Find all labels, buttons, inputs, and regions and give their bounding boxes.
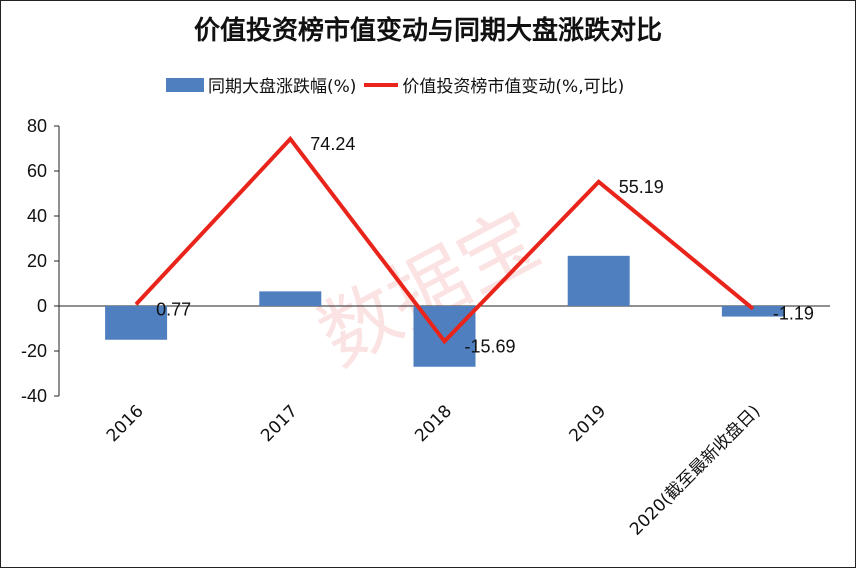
line-point-0 bbox=[135, 303, 137, 305]
legend-line-label: 价值投资榜市值变动(%,可比) bbox=[402, 77, 625, 97]
line-point-4 bbox=[752, 308, 754, 310]
bar-1 bbox=[259, 291, 322, 306]
line-point-3 bbox=[598, 181, 600, 183]
data-label-2: -15.69 bbox=[465, 336, 516, 356]
x-category-label: 2016 bbox=[103, 401, 148, 446]
y-tick-label: -20 bbox=[21, 341, 47, 361]
x-category-label: 2017 bbox=[257, 401, 302, 446]
x-category-label: 2018 bbox=[411, 401, 456, 446]
data-label-3: 55.19 bbox=[619, 177, 664, 197]
x-category-label: 2020(截至最新收盘日) bbox=[626, 401, 764, 539]
y-tick-label: 0 bbox=[37, 296, 47, 316]
data-label-4: -1.19 bbox=[773, 304, 814, 324]
y-tick-label: -40 bbox=[21, 386, 47, 406]
line-point-2 bbox=[444, 340, 445, 342]
legend-bar-swatch bbox=[166, 77, 204, 92]
bar-4 bbox=[721, 306, 784, 317]
y-tick-label: 40 bbox=[27, 206, 47, 226]
bar-3 bbox=[567, 255, 630, 306]
x-category-label: 2019 bbox=[566, 401, 611, 446]
legend: 同期大盘涨跌幅(%) 价值投资榜市值变动(%,可比) bbox=[166, 72, 624, 97]
chart-title: 价值投资榜市值变动与同期大盘涨跌对比 bbox=[193, 16, 662, 46]
y-tick-label: 20 bbox=[27, 251, 47, 271]
data-label-0: 0.77 bbox=[156, 299, 191, 319]
data-label-1: 74.24 bbox=[310, 134, 355, 154]
line-point-1 bbox=[289, 138, 291, 140]
legend-bar-label: 同期大盘涨跌幅(%) bbox=[208, 77, 357, 97]
bar-0 bbox=[105, 306, 168, 340]
y-tick-label: 80 bbox=[27, 116, 47, 136]
legend-line-swatch bbox=[364, 82, 399, 87]
y-tick-label: 60 bbox=[27, 161, 47, 181]
